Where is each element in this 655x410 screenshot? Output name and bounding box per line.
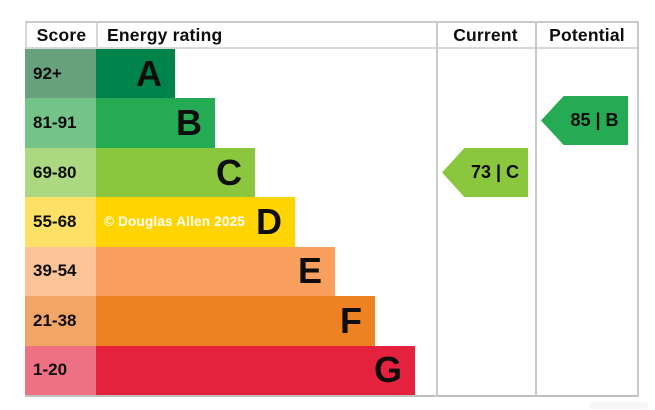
band-row-d: 55-68 © Douglas Allen 2025 D bbox=[25, 197, 639, 247]
band-bar-c: C bbox=[96, 147, 255, 198]
band-letter-a: A bbox=[136, 52, 162, 94]
column-divider-potential-left bbox=[535, 21, 537, 397]
band-bar-e: E bbox=[96, 246, 335, 297]
epc-table: Score Energy rating Current Potential 92… bbox=[25, 21, 639, 397]
band-bar-f: F bbox=[96, 296, 375, 346]
band-bar-d: © Douglas Allen 2025 D bbox=[96, 197, 295, 247]
header-current: Current bbox=[453, 24, 518, 45]
band-row-g: 1-20 G bbox=[25, 345, 639, 395]
band-row-c: 69-80 C bbox=[25, 147, 639, 198]
band-row-a: 92+ A bbox=[25, 49, 639, 99]
table-right-border bbox=[637, 21, 639, 397]
band-letter-g: G bbox=[373, 349, 402, 391]
score-range-e: 39-54 bbox=[25, 246, 96, 297]
score-range-c: 69-80 bbox=[25, 147, 96, 198]
copyright-watermark: © Douglas Allen 2025 bbox=[104, 214, 245, 230]
band-letter-b: B bbox=[176, 102, 202, 144]
score-range-g: 1-20 bbox=[25, 345, 96, 395]
column-divider-current-left bbox=[436, 21, 438, 397]
band-letter-d: D bbox=[256, 200, 282, 242]
current-rating-arrow: 73 | C bbox=[442, 148, 528, 197]
score-range-d: 55-68 bbox=[25, 197, 96, 247]
band-rows: 92+ A 81-91 B 69-80 C 55-68 bbox=[25, 49, 639, 397]
band-bar-g: G bbox=[96, 345, 415, 395]
table-header-row: Score Energy rating Current Potential bbox=[25, 21, 639, 49]
band-row-b: 81-91 B bbox=[25, 98, 639, 148]
faint-corner-watermark bbox=[590, 402, 648, 409]
band-row-f: 21-38 F bbox=[25, 296, 639, 346]
header-score: Score bbox=[36, 24, 87, 45]
header-energy-rating: Energy rating bbox=[96, 23, 436, 47]
band-row-e: 39-54 E bbox=[25, 246, 639, 297]
score-range-b: 81-91 bbox=[25, 98, 96, 148]
band-letter-e: E bbox=[297, 250, 322, 292]
band-bar-b: B bbox=[96, 98, 215, 148]
score-range-a: 92+ bbox=[25, 49, 96, 99]
band-bar-a: A bbox=[96, 49, 175, 99]
score-range-f: 21-38 bbox=[25, 296, 96, 346]
header-potential: Potential bbox=[549, 24, 625, 45]
band-letter-c: C bbox=[216, 151, 242, 193]
band-letter-f: F bbox=[340, 299, 362, 341]
